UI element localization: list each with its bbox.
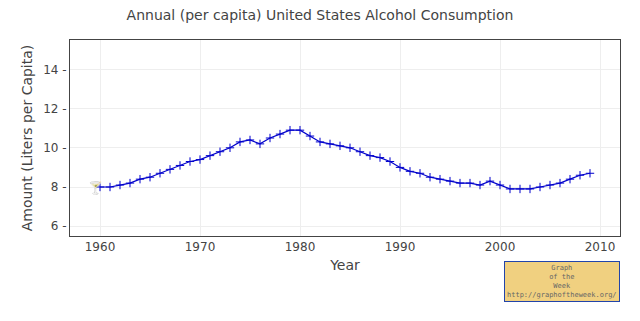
svg-text:Year: Year xyxy=(329,257,360,273)
svg-text:12 -: 12 - xyxy=(43,102,66,116)
svg-text:Annual (per capita) United Sta: Annual (per capita) United States Alcoho… xyxy=(127,7,514,23)
svg-text:🍸: 🍸 xyxy=(88,180,103,195)
svg-text:14 -: 14 - xyxy=(43,63,66,77)
svg-text:1970: 1970 xyxy=(185,240,216,254)
svg-text:2000: 2000 xyxy=(485,240,516,254)
svg-text:8 -: 8 - xyxy=(51,180,67,194)
svg-text:2010: 2010 xyxy=(585,240,616,254)
svg-text:1980: 1980 xyxy=(285,240,316,254)
svg-text:Graphof theWeekhttp://graphoft: Graphof theWeekhttp://graphoftheweek.org… xyxy=(507,264,617,299)
svg-text:1990: 1990 xyxy=(385,240,416,254)
svg-text:Amount (Liters per Capita): Amount (Liters per Capita) xyxy=(19,45,35,232)
svg-text:10 -: 10 - xyxy=(43,141,66,155)
svg-text:1960: 1960 xyxy=(85,240,116,254)
svg-text:6 -: 6 - xyxy=(51,219,67,233)
